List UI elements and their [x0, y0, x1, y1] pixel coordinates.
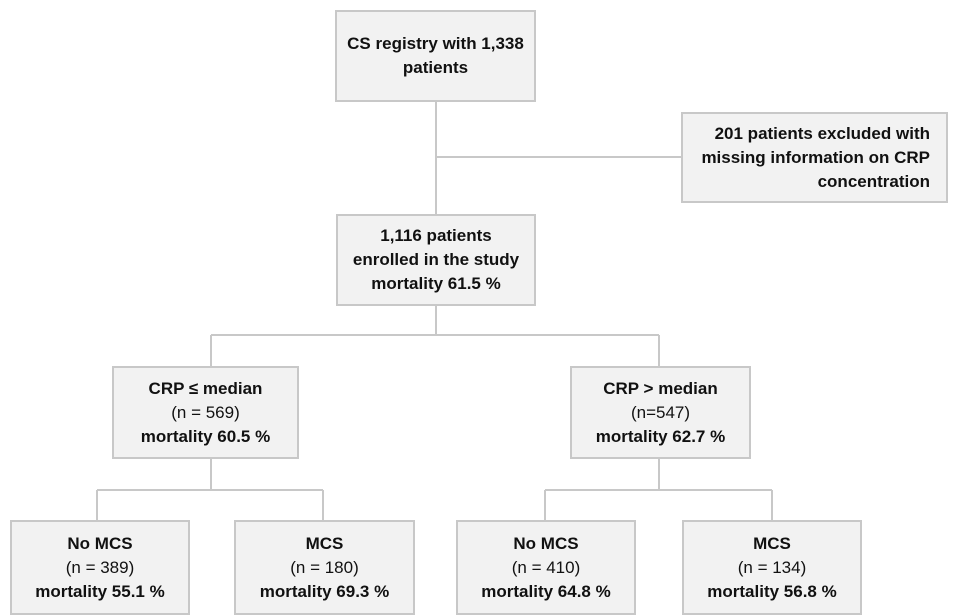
high-mcs-box: MCS (n = 134) mortality 56.8 % [682, 520, 862, 615]
excluded-box: 201 patients excluded with missing infor… [681, 112, 948, 203]
high-no-mcs-n: (n = 410) [511, 557, 581, 577]
high-no-mcs-title: No MCS [513, 533, 579, 553]
low-no-mcs-mortality: mortality 55.1 % [35, 581, 165, 601]
excluded-line2: missing information on CRP [701, 147, 930, 167]
crp-low-n: (n = 569) [171, 402, 240, 422]
crp-high-mortality: mortality 62.7 % [595, 426, 726, 446]
high-mcs-title: MCS [753, 533, 791, 553]
low-mcs-n: (n = 180) [290, 557, 359, 577]
crp-low-mortality: mortality 60.5 % [140, 426, 271, 446]
enrolled-line1: 1,116 patients [380, 226, 492, 245]
registry-box: CS registry with 1,338 patients [335, 10, 536, 102]
excluded-line3: concentration [817, 171, 930, 191]
excluded-line1: 201 patients excluded with [714, 123, 930, 143]
high-no-mcs-mortality: mortality 64.8 % [481, 581, 611, 601]
high-no-mcs-box: No MCS (n = 410) mortality 64.8 % [456, 520, 636, 615]
low-mcs-box: MCS (n = 180) mortality 69.3 % [234, 520, 415, 615]
crp-high-n: (n=547) [630, 402, 691, 422]
high-mcs-n: (n = 134) [737, 557, 807, 577]
low-mcs-mortality: mortality 69.3 % [259, 581, 390, 601]
enrolled-box: 1,116 patients enrolled in the study mor… [336, 214, 536, 306]
crp-low-box: CRP ≤ median (n = 569) mortality 60.5 % [112, 366, 299, 459]
enrolled-line3: mortality 61.5 % [371, 274, 501, 293]
high-mcs-mortality: mortality 56.8 % [707, 581, 837, 601]
crp-high-box: CRP > median (n=547) mortality 62.7 % [570, 366, 751, 459]
enrolled-line2: enrolled in the study [352, 250, 520, 269]
low-no-mcs-box: No MCS (n = 389) mortality 55.1 % [10, 520, 190, 615]
registry-line2: patients [402, 58, 469, 77]
crp-high-title: CRP > median [603, 378, 718, 398]
low-mcs-title: MCS [305, 533, 344, 553]
low-no-mcs-title: No MCS [67, 533, 133, 553]
crp-low-title: CRP ≤ median [148, 378, 263, 398]
registry-line1: CS registry with 1,338 [347, 34, 524, 53]
low-no-mcs-n: (n = 389) [65, 557, 135, 577]
